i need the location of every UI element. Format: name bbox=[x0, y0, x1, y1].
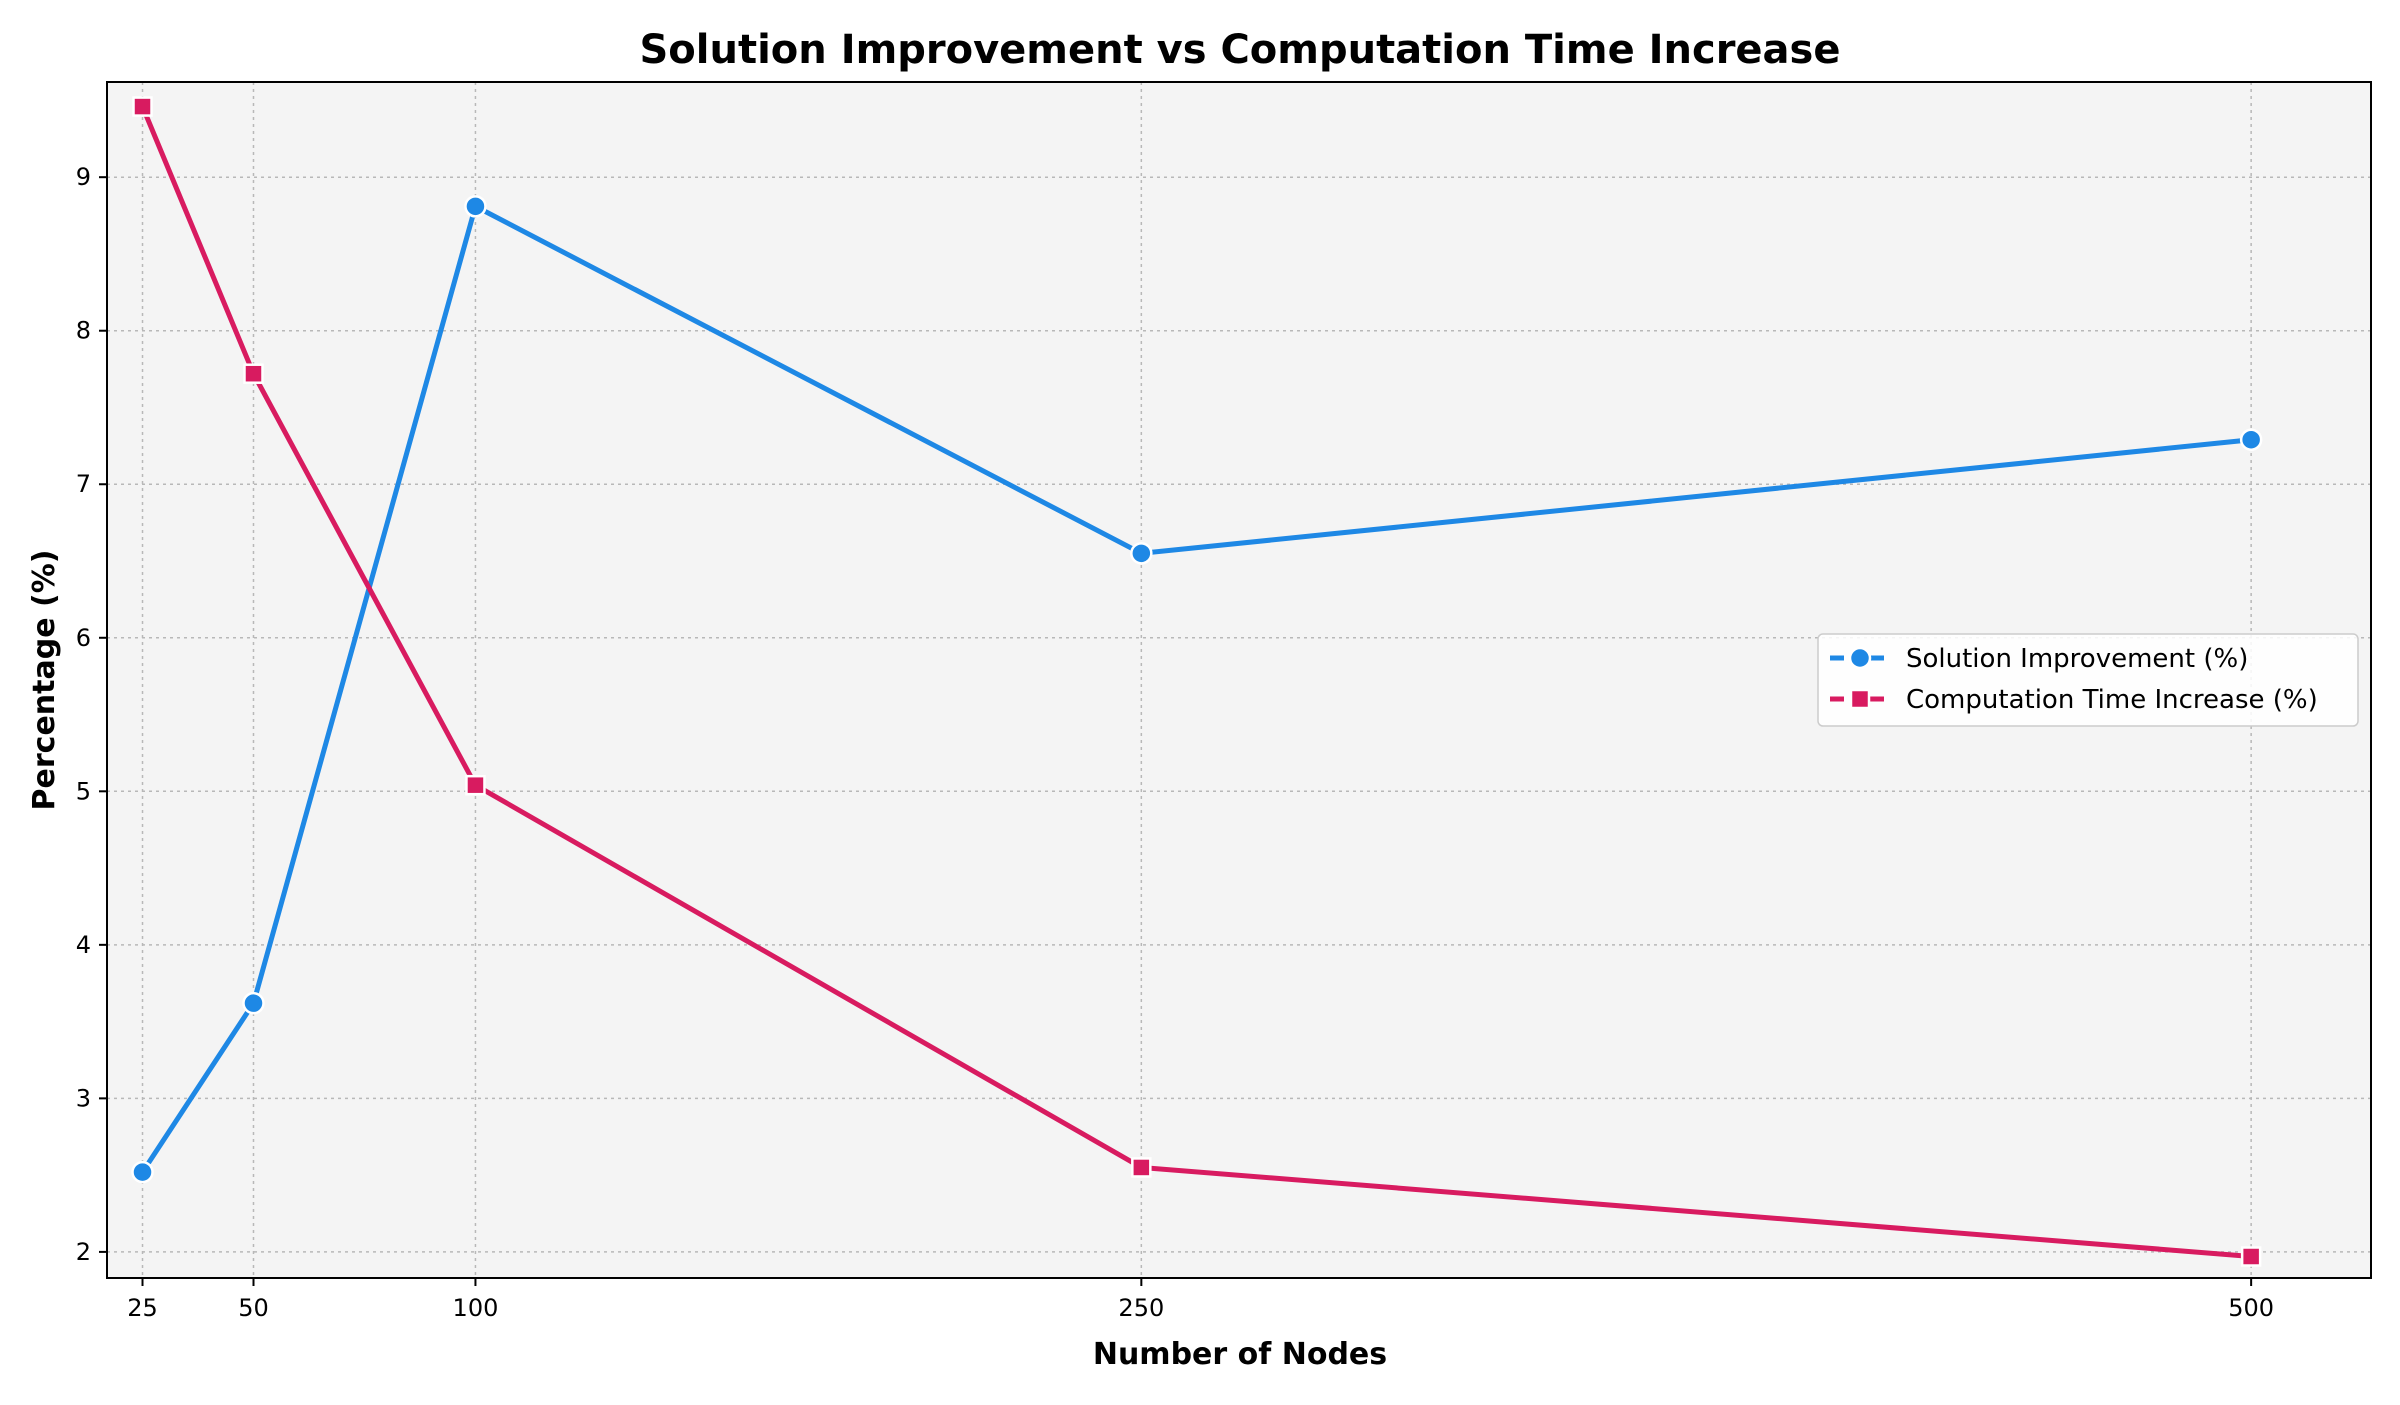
y-axis-label: Percentage (%) bbox=[27, 550, 62, 811]
legend: Solution Improvement (%) Computation Time… bbox=[1817, 633, 2359, 727]
series-2-point bbox=[243, 363, 264, 384]
legend-label: Computation Time Increase (%) bbox=[1906, 685, 2318, 715]
ticks: 25 50 100 250 500 2 3 4 5 6 7 8 9 bbox=[76, 163, 2274, 1322]
y-tick-label: 4 bbox=[76, 931, 91, 959]
y-tick-label: 6 bbox=[76, 624, 91, 652]
legend-marker bbox=[1849, 688, 1871, 710]
series-1-point bbox=[131, 1160, 154, 1184]
x-tick-label: 25 bbox=[127, 1294, 158, 1322]
series-2-point bbox=[132, 96, 153, 117]
series-1-point bbox=[2239, 428, 2263, 451]
chart-title: Solution Improvement vs Computation Time… bbox=[640, 27, 1841, 73]
legend-label: Solution Improvement (%) bbox=[1906, 644, 2248, 674]
series-1-point bbox=[464, 195, 487, 218]
series-2-point bbox=[465, 774, 486, 796]
x-axis-label: Number of Nodes bbox=[1093, 1337, 1387, 1372]
series-layer bbox=[131, 96, 2263, 1267]
x-tick-label: 250 bbox=[1118, 1294, 1164, 1322]
x-tick-label: 50 bbox=[238, 1294, 269, 1322]
y-tick-label: 8 bbox=[76, 317, 91, 345]
y-tick-label: 2 bbox=[76, 1238, 91, 1266]
legend-box bbox=[1817, 633, 2359, 727]
x-tick-label: 500 bbox=[2228, 1294, 2274, 1322]
series-2-point bbox=[1131, 1157, 1152, 1178]
series-1-point bbox=[242, 991, 265, 1015]
y-tick-label: 7 bbox=[76, 470, 91, 498]
series-2-point bbox=[2240, 1246, 2262, 1267]
x-tick-label: 100 bbox=[453, 1294, 499, 1322]
series-1-point bbox=[1130, 542, 1153, 565]
y-tick-label: 5 bbox=[76, 777, 91, 805]
y-tick-label: 9 bbox=[76, 163, 91, 191]
y-tick-label: 3 bbox=[76, 1084, 91, 1112]
legend-marker bbox=[1848, 646, 1872, 670]
plot-frame bbox=[106, 81, 2372, 1279]
